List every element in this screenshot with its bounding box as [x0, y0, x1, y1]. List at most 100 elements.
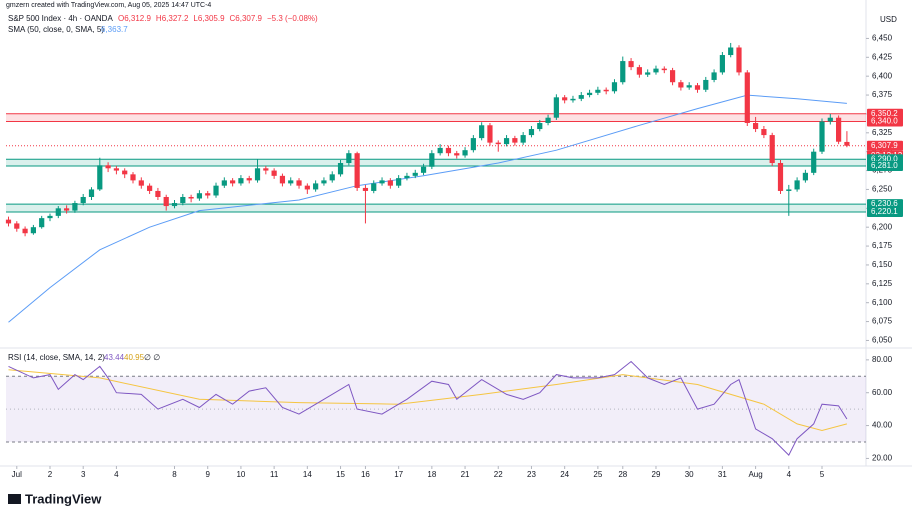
candle-body — [396, 178, 402, 186]
candle-body — [611, 82, 618, 92]
candle-body — [844, 141, 850, 146]
candle-body — [636, 67, 642, 75]
x-tick-label: 29 — [652, 470, 661, 479]
candle-body — [188, 196, 194, 199]
price-tag-label: 6,307.9 — [871, 141, 898, 150]
candle-body — [371, 183, 377, 191]
candle-body — [719, 55, 725, 73]
price-tag-label: 6,281.0 — [871, 161, 898, 170]
candle-body — [495, 142, 501, 145]
ohlc-value: H6,327.2 — [156, 14, 189, 23]
y-tick-label: 6,400 — [872, 71, 893, 80]
price-tag — [867, 116, 903, 127]
x-tick-label: Aug — [748, 470, 762, 479]
candle-body — [122, 170, 128, 175]
candle-body — [263, 168, 269, 171]
rsi-tick-label: 80.00 — [872, 355, 893, 364]
candle-body — [769, 135, 775, 164]
candle-body — [437, 147, 443, 154]
ohlc-value: −5.3 (−0.08%) — [267, 14, 318, 23]
brand: TradingView — [25, 491, 102, 506]
x-tick-label: 28 — [618, 470, 627, 479]
candle-body — [528, 129, 535, 136]
legend: S&P 500 Index · 4h · OANDA SMA (50, clos… — [8, 14, 160, 362]
price-tag-label: 6,340.0 — [871, 117, 898, 126]
x-tick-label: 14 — [303, 470, 312, 479]
candle-body — [420, 166, 427, 173]
candle-body — [736, 47, 742, 73]
price-tag — [867, 161, 903, 172]
candle-body — [113, 168, 120, 171]
candle-body — [836, 117, 842, 142]
candle-body — [711, 72, 717, 80]
candle-body — [196, 193, 203, 199]
candle-body — [213, 185, 219, 196]
x-tick-label: 8 — [172, 470, 177, 479]
candle-body — [752, 122, 759, 130]
candle-body — [786, 189, 792, 191]
rsi-value: 43.44 — [104, 353, 125, 362]
candle-body — [163, 196, 169, 207]
candle-body — [620, 61, 626, 83]
x-tick-label: 17 — [394, 470, 403, 479]
y-tick-label: 6,200 — [872, 222, 893, 231]
price-tag — [867, 207, 903, 218]
rsi-tick-label: 20.00 — [872, 454, 893, 463]
candle-body — [802, 172, 809, 181]
candle-body — [628, 61, 634, 68]
rsi-legend: RSI (14, close, SMA, 14, 2) — [8, 353, 105, 362]
candle-body — [761, 129, 767, 136]
currency: USD — [880, 15, 897, 24]
x-tick-label: 23 — [527, 470, 536, 479]
candle-body — [39, 218, 45, 228]
logo-mark — [8, 494, 21, 504]
candle-body — [379, 180, 385, 184]
price-tag-label: 6,290.0 — [871, 154, 898, 163]
y-tick-label: 6,100 — [872, 298, 893, 307]
y-tick-label: 6,125 — [872, 279, 893, 288]
x-tick-label: 4 — [787, 470, 792, 479]
rsi-ma-line — [8, 369, 848, 432]
candle-body — [512, 138, 518, 143]
candle-body — [147, 185, 153, 191]
y-tick-label: 6,075 — [872, 317, 893, 326]
candle-body — [645, 72, 651, 75]
symbol: S&P 500 Index · 4h · OANDA — [8, 14, 113, 23]
candle-body — [30, 227, 36, 234]
ohlc-value: C6,307.9 — [230, 14, 263, 23]
x-tick-label: 5 — [820, 470, 825, 479]
y-tick-label: 6,050 — [872, 336, 893, 345]
rsi-extra: ∅ ∅ — [144, 353, 160, 362]
candle-body — [5, 219, 12, 224]
candle-body — [271, 170, 277, 176]
candle-body — [703, 79, 709, 90]
candle-body — [570, 98, 576, 101]
candle-body — [63, 208, 70, 211]
x-tick-label: 16 — [361, 470, 370, 479]
candle-body — [80, 196, 86, 204]
x-tick-label: 3 — [81, 470, 86, 479]
price-tag — [867, 140, 903, 151]
candle-body — [246, 178, 252, 181]
y-tick-label: 6,325 — [872, 128, 893, 137]
candle-body — [728, 47, 734, 56]
price-tag-label: 6,230.6 — [871, 199, 898, 208]
candle-body — [811, 151, 817, 173]
candle-body — [562, 97, 568, 101]
zone — [6, 204, 866, 213]
candle-body — [304, 185, 310, 190]
x-tick-label: 30 — [685, 470, 694, 479]
y-tick-label: 6,175 — [872, 241, 893, 250]
candle-body — [97, 165, 103, 190]
price-tag — [867, 108, 903, 119]
rsi-tick-label: 60.00 — [872, 388, 893, 397]
candle-body — [445, 147, 452, 154]
rsi-ma-value: 40.95 — [124, 353, 145, 362]
candle-body — [337, 163, 344, 175]
y-tick-label: 6,250 — [872, 185, 893, 194]
candle-body — [105, 165, 111, 169]
candle-body — [72, 203, 78, 211]
candle-body — [180, 196, 186, 204]
x-tick-label: 21 — [461, 470, 470, 479]
